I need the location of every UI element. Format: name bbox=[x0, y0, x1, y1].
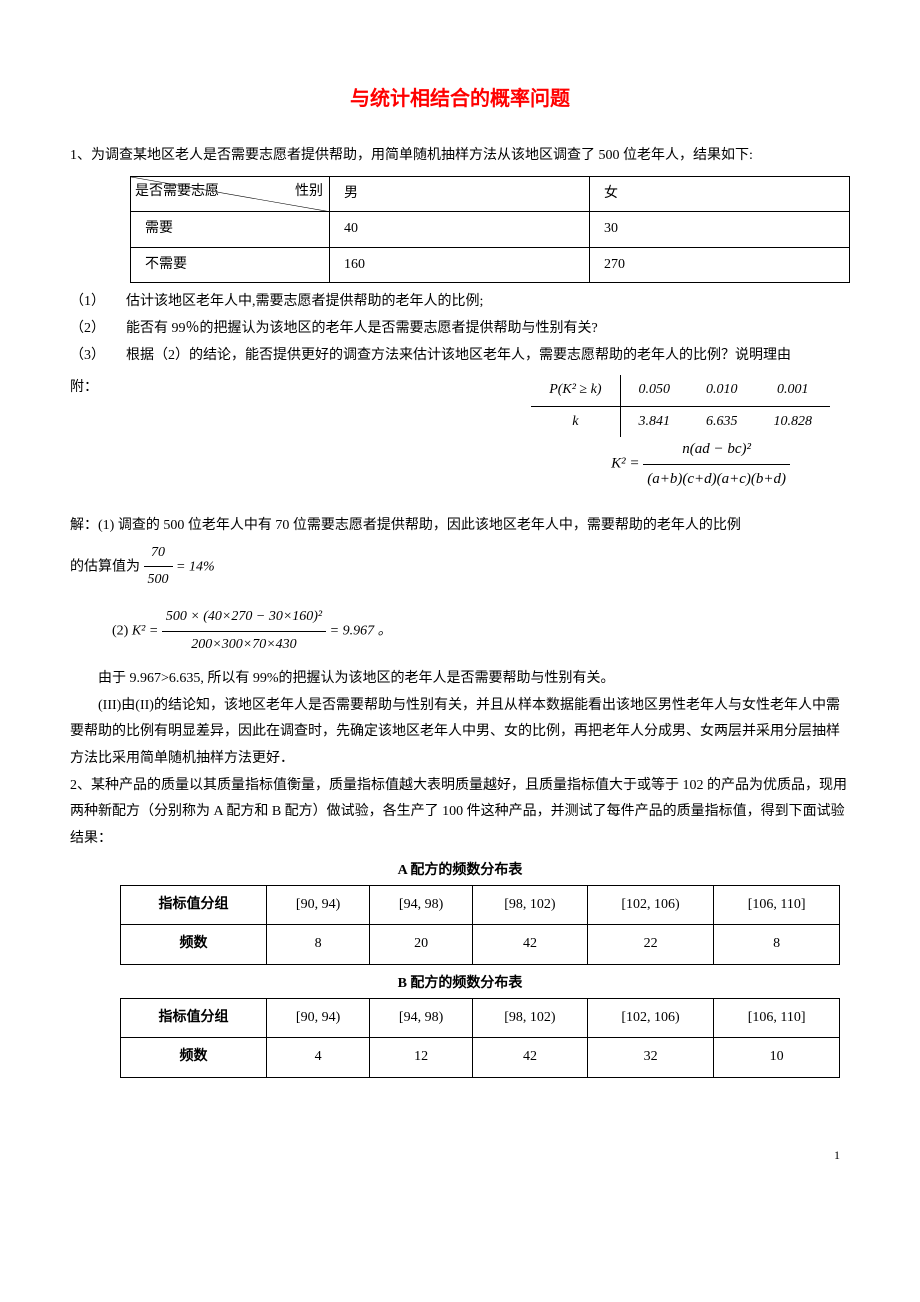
contingency-header-diag: 是否需要志愿 性别 bbox=[131, 176, 330, 212]
reference-block: 附： P(K² ≥ k) 0.050 0.010 0.001 k 3.841 6… bbox=[70, 375, 850, 495]
table-row: 不需要 160 270 bbox=[131, 247, 850, 283]
freq-b-title: B 配方的频数分布表 bbox=[70, 971, 850, 998]
q1-part-3: （3） 根据（2）的结论，能否提供更好的调查方法来估计该地区老年人，需要志愿帮助… bbox=[70, 343, 850, 370]
q1-part-1: （1） 估计该地区老年人中,需要志愿者提供帮助的老年人的比例; bbox=[70, 289, 850, 316]
chi-square-formula: K² = n(ad − bc)² (a+b)(c+d)(a+c)(b+d) bbox=[611, 435, 790, 493]
solution-1-part1a: 解：(1) 调查的 500 位老年人中有 70 位需要志愿者提供帮助，因此该地区… bbox=[70, 513, 850, 540]
freq-b-table: 指标值分组 [90, 94) [94, 98) [98, 102) [102, … bbox=[120, 998, 840, 1078]
table-row: 频数 4 12 42 32 10 bbox=[121, 1038, 840, 1078]
solution-1-part3: (III)由(II)的结论知，该地区老年人是否需要帮助与性别有关，并且从样本数据… bbox=[70, 693, 850, 773]
attach-label: 附： bbox=[70, 375, 98, 402]
solution-1-part2-conclusion: 由于 9.967>6.635, 所以有 99%的把握认为该地区的老年人是否需要帮… bbox=[70, 666, 850, 693]
contingency-col-female: 女 bbox=[590, 176, 850, 212]
solution-1-part2: (2) K² = 500 × (40×270 − 30×160)² 200×30… bbox=[70, 604, 850, 658]
q1-part-2: （2） 能否有 99％的把握认为该地区的老年人是否需要志愿者提供帮助与性别有关? bbox=[70, 316, 850, 343]
table-row: 需要 40 30 bbox=[131, 212, 850, 248]
contingency-table: 是否需要志愿 性别 男 女 需要 40 30 不需要 160 270 bbox=[130, 176, 850, 284]
table-row: 频数 8 20 42 22 8 bbox=[121, 925, 840, 965]
chi-square-reference-table: P(K² ≥ k) 0.050 0.010 0.001 k 3.841 6.63… bbox=[531, 375, 830, 437]
contingency-col-male: 男 bbox=[330, 176, 590, 212]
freq-a-table: 指标值分组 [90, 94) [94, 98) [98, 102) [102, … bbox=[120, 885, 840, 965]
page-title: 与统计相结合的概率问题 bbox=[70, 80, 850, 118]
q1-intro: 1、为调查某地区老人是否需要志愿者提供帮助，用简单随机抽样方法从该地区调查了 5… bbox=[70, 143, 850, 170]
page-number: 1 bbox=[0, 1148, 920, 1163]
freq-a-title: A 配方的频数分布表 bbox=[70, 858, 850, 885]
solution-1-part1b: 的估算值为 70 500 = 14% bbox=[70, 540, 850, 594]
q2-intro: 2、某种产品的质量以其质量指标值衡量，质量指标值越大表明质量越好，且质量指标值大… bbox=[70, 773, 850, 853]
